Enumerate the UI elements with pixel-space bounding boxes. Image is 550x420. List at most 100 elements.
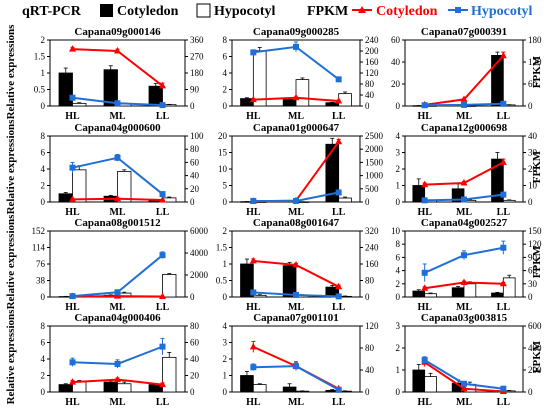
left-tick-label: 0 xyxy=(41,101,46,111)
hypocotyl-bar xyxy=(339,198,352,202)
left-tick-label: 0 xyxy=(223,197,228,207)
right-tick-label: 270 xyxy=(190,52,204,62)
left-tick-label: 3 xyxy=(396,321,401,331)
legend-hypocotyl-bar-swatch xyxy=(197,4,210,17)
right-tick-label: 180 xyxy=(528,35,542,45)
x-tick-label: ML xyxy=(456,397,472,408)
left-tick-label: 2 xyxy=(396,279,401,289)
hypocotyl-fpkm-point xyxy=(500,101,506,107)
left-axis-label-row3: Relative expressions xyxy=(5,214,17,310)
left-tick-label: 4 xyxy=(396,131,401,141)
hypocotyl-bar xyxy=(253,51,266,106)
left-tick-label: 152 xyxy=(32,226,46,236)
right-tick-label: 4000 xyxy=(190,248,209,258)
hypocotyl-fpkm-point xyxy=(160,102,166,108)
hypocotyl-fpkm-point xyxy=(250,198,256,204)
left-tick-label: 114 xyxy=(32,243,46,253)
left-tick-label: 4 xyxy=(396,266,401,276)
cotyledon-fpkm-point xyxy=(250,343,257,350)
x-tick-label: LL xyxy=(497,111,511,122)
hypocotyl-fpkm-point xyxy=(500,192,506,198)
cotyledon-bar xyxy=(283,99,296,106)
right-tick-label: 80 xyxy=(365,276,375,286)
right-tick-label: 0 xyxy=(528,101,533,111)
panel-title: Capana04g000600 xyxy=(74,122,161,134)
left-tick-label: 0 xyxy=(396,101,401,111)
right-tick-label: 120 xyxy=(528,57,542,67)
left-tick-label: 3 xyxy=(396,148,401,158)
cotyledon-bar xyxy=(104,382,118,392)
hypocotyl-fpkm-point xyxy=(115,289,121,295)
x-tick-label: ML xyxy=(288,397,304,408)
right-tick-label: 1000 xyxy=(365,171,384,181)
hypocotyl-bar xyxy=(253,385,266,392)
x-tick-label: LL xyxy=(497,397,511,408)
left-tick-label: 15 xyxy=(218,148,228,158)
right-tick-label: 0 xyxy=(190,101,195,111)
hypocotyl-bar xyxy=(73,103,87,106)
cotyledon-bar xyxy=(413,291,425,297)
left-tick-label: 10 xyxy=(218,164,228,174)
left-tick-label: 20 xyxy=(218,131,228,141)
left-tick-label: 0 xyxy=(223,387,228,397)
right-tick-label: 40 xyxy=(190,171,200,181)
left-tick-label: 0 xyxy=(396,292,401,302)
right-tick-label: 2000 xyxy=(365,144,384,154)
right-tick-label: 120 xyxy=(365,321,379,331)
right-tick-label: 20 xyxy=(190,371,200,381)
hypocotyl-bar xyxy=(118,171,132,202)
right-tick-label: 200 xyxy=(365,46,379,56)
left-tick-label: 0 xyxy=(396,197,401,207)
right-tick-label: 80 xyxy=(190,144,200,154)
hypocotyl-fpkm-point xyxy=(293,198,299,204)
right-tick-label: 40 xyxy=(190,354,200,364)
left-tick-label: 6 xyxy=(41,148,46,158)
right-tick-label: 0 xyxy=(528,292,533,302)
right-tick-label: 2500 xyxy=(365,131,384,141)
right-tick-label: 200 xyxy=(528,365,542,375)
hypocotyl-bar xyxy=(503,200,515,202)
panel-title: Capana04g002527 xyxy=(421,217,508,229)
legend: qRT-PCR Cotyledon Hypocotyl FPKM Cotyled… xyxy=(22,4,533,19)
hypocotyl-fpkm-point xyxy=(70,359,76,365)
panel-title: Capana08g001647 xyxy=(253,217,340,229)
left-tick-label: 38 xyxy=(36,276,46,286)
hypocotyl-fpkm-point xyxy=(293,44,299,50)
cotyledon-bar xyxy=(283,387,296,392)
right-tick-label: 180 xyxy=(190,68,204,78)
right-tick-label: 0 xyxy=(528,387,533,397)
right-tick-label: 20 xyxy=(190,184,200,194)
cotyledon-bar xyxy=(413,370,425,392)
right-tick-label: 80 xyxy=(365,79,375,89)
left-tick-label: 8 xyxy=(396,239,401,249)
left-tick-label: 0 xyxy=(41,387,46,397)
left-tick-label: 0 xyxy=(396,387,401,397)
legend-hypocotyl-bar-label: Hypocotyl xyxy=(214,4,276,19)
left-tick-label: 8 xyxy=(41,131,46,141)
left-tick-label: 60 xyxy=(391,35,401,45)
left-tick-label: 1.5 xyxy=(34,52,46,62)
left-axis-label-row4: Relative expressions xyxy=(5,309,17,405)
panel-title: Capana09g000146 xyxy=(74,26,161,38)
left-tick-label: 2 xyxy=(223,226,228,236)
right-tick-label: 0 xyxy=(190,387,195,397)
x-tick-label: ML xyxy=(109,397,125,408)
left-tick-label: 8 xyxy=(41,321,46,331)
right-tick-label: 60 xyxy=(528,266,538,276)
left-tick-label: 0 xyxy=(223,101,228,111)
x-tick-label: HL xyxy=(65,397,80,408)
left-tick-label: 2 xyxy=(396,164,401,174)
left-tick-label: 8 xyxy=(223,35,228,45)
hypocotyl-fpkm-point xyxy=(115,361,121,367)
right-tick-label: 90 xyxy=(190,85,200,95)
hypocotyl-bar xyxy=(73,170,87,202)
right-tick-label: 80 xyxy=(190,321,200,331)
right-tick-label: 150 xyxy=(528,226,542,236)
